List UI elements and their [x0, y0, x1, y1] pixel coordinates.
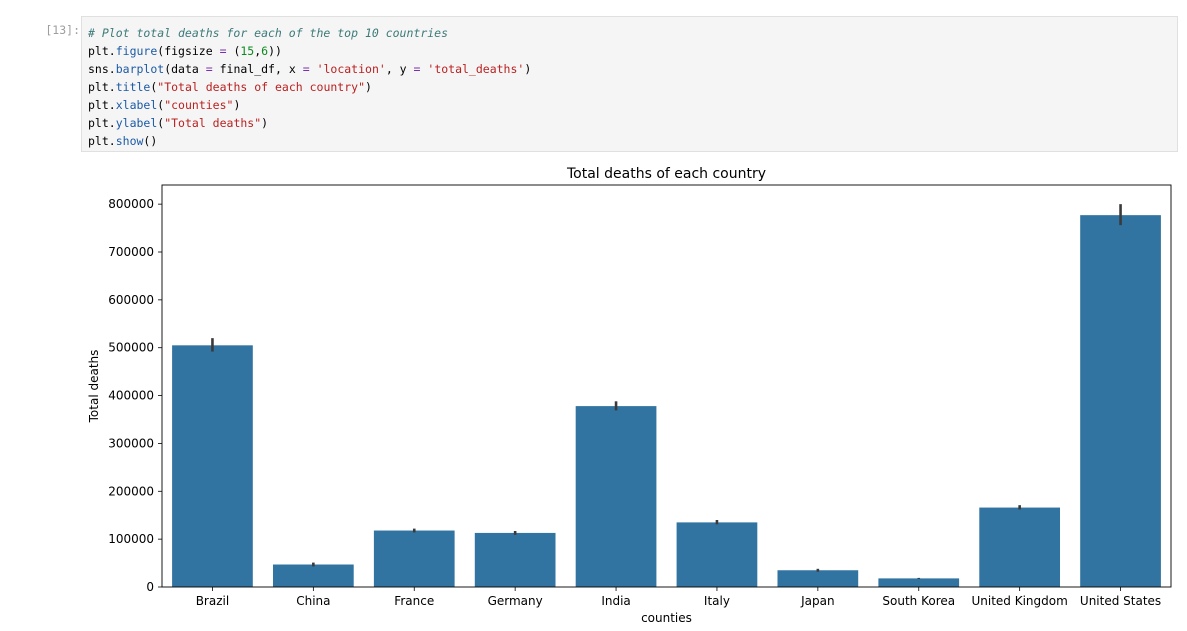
y-tick-label: 700000	[108, 245, 154, 259]
code-token: , y	[385, 62, 414, 76]
code-token: )	[365, 80, 372, 94]
x-tick-label: Japan	[800, 594, 834, 608]
code-token: 'total_deaths'	[427, 62, 525, 76]
code-token: (figsize	[157, 44, 220, 58]
code-token: "counties"	[164, 98, 234, 112]
code-token: (	[157, 116, 165, 130]
y-tick-label: 200000	[108, 484, 154, 498]
code-token: ()	[143, 134, 158, 148]
code-token: plt	[88, 116, 109, 130]
y-tick-label: 800000	[108, 197, 154, 211]
code-token: # Plot total deaths for each of the top …	[88, 26, 449, 40]
code-line: plt.xlabel("counties")	[88, 96, 531, 114]
code-line: plt.title("Total deaths of each country"…	[88, 78, 531, 96]
x-tick-label: Italy	[704, 594, 730, 608]
x-tick-label: India	[601, 594, 630, 608]
y-tick-label: 0	[146, 580, 154, 594]
code-cell-input[interactable]: # Plot total deaths for each of the top …	[81, 16, 1178, 152]
bar-united-kingdom	[979, 507, 1061, 587]
code-token: plt	[88, 98, 109, 112]
code-token: )	[524, 62, 532, 76]
code-token: =	[205, 62, 213, 76]
x-tick-label: United States	[1080, 594, 1161, 608]
x-tick-label: United Kingdom	[971, 594, 1067, 608]
code-token: ))	[268, 44, 282, 58]
code-line: plt.figure(figsize = (15,6))	[88, 42, 531, 60]
code-token: (	[150, 80, 158, 94]
bar-italy	[676, 522, 758, 587]
code-token: )	[233, 98, 241, 112]
y-tick-label: 600000	[108, 293, 154, 307]
code-token: =	[219, 44, 227, 58]
code-token: (	[226, 44, 241, 58]
code-token: 15	[240, 44, 255, 58]
x-tick-label: Germany	[488, 594, 543, 608]
code-token: .	[108, 44, 116, 58]
code-token: plt	[88, 134, 109, 148]
code-token: final_df, x	[212, 62, 303, 76]
x-tick-label: France	[394, 594, 434, 608]
y-axis-label: Total deaths	[87, 350, 101, 424]
code-editor[interactable]: # Plot total deaths for each of the top …	[88, 24, 531, 150]
code-line: plt.ylabel("Total deaths")	[88, 114, 531, 132]
code-token: 'location'	[316, 62, 386, 76]
x-axis-label: counties	[641, 611, 692, 625]
y-tick-label: 100000	[108, 532, 154, 546]
code-token: plt	[88, 44, 109, 58]
code-token: .	[108, 80, 116, 94]
code-token: .	[108, 116, 116, 130]
code-line: plt.show()	[88, 132, 531, 150]
bar-chart: Total deaths of each country Brazil China F…	[87, 166, 1172, 625]
code-token: barplot	[115, 62, 165, 76]
code-token: 6	[261, 44, 269, 58]
code-token: ylabel	[115, 116, 158, 130]
code-token: "Total deaths"	[164, 116, 262, 130]
code-token: =	[302, 62, 310, 76]
cell-execution-count: [13]:	[45, 23, 80, 37]
plot-frame	[161, 184, 1172, 588]
code-token: ,	[254, 44, 262, 58]
code-line: # Plot total deaths for each of the top …	[88, 24, 531, 42]
y-tick-label: 400000	[108, 389, 154, 403]
code-token: (data	[164, 62, 206, 76]
x-tick-label: China	[296, 594, 330, 608]
code-token: plt	[88, 80, 109, 94]
code-token	[310, 62, 317, 76]
y-tick-label: 300000	[108, 436, 154, 450]
code-token: sns	[88, 62, 109, 76]
code-token: (	[157, 98, 165, 112]
code-token: figure	[115, 44, 158, 58]
chart-title: Total deaths of each country	[566, 166, 766, 182]
bar-china	[272, 564, 354, 587]
bar-germany	[474, 532, 556, 587]
bar-south-korea	[878, 578, 960, 587]
bar-united-states	[1080, 215, 1161, 587]
code-line: sns.barplot(data = final_df, x = 'locati…	[88, 60, 531, 78]
code-token: "Total deaths of each country"	[157, 80, 365, 94]
code-token: .	[108, 134, 116, 148]
bar-france	[373, 530, 455, 587]
code-token: )	[261, 116, 269, 130]
code-token: title	[115, 80, 151, 94]
x-tick-label: South Korea	[882, 594, 955, 608]
x-tick-label: Brazil	[196, 594, 230, 608]
bar-japan	[777, 570, 859, 587]
bar-brazil	[172, 345, 253, 587]
code-token: xlabel	[115, 98, 158, 112]
code-token: =	[413, 62, 421, 76]
code-token: .	[108, 98, 116, 112]
code-token: .	[108, 62, 116, 76]
code-token: show	[115, 134, 144, 148]
y-tick-label: 500000	[108, 341, 154, 355]
bar-india	[575, 406, 657, 587]
cell-output: Total deaths of each country Brazil China F…	[0, 155, 1187, 627]
